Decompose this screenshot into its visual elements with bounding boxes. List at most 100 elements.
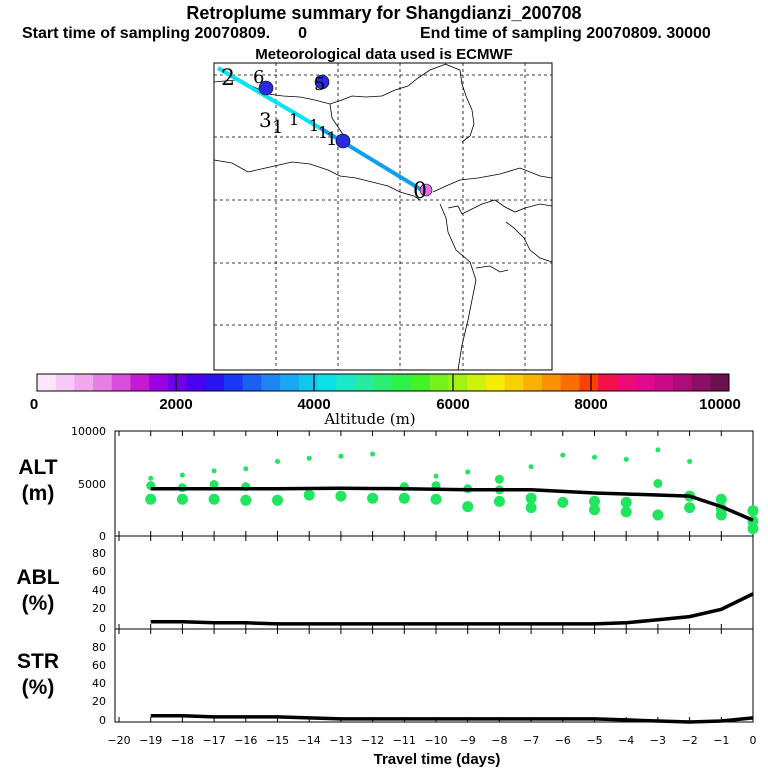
colorbar-cell bbox=[111, 374, 132, 391]
cluster-label: 2 bbox=[221, 66, 235, 91]
colorbar-cell bbox=[74, 374, 94, 391]
cluster-label: 1 bbox=[289, 110, 299, 129]
alt-cluster-point bbox=[493, 495, 505, 507]
alt-cluster-point bbox=[148, 475, 154, 481]
alt-cluster-point bbox=[367, 492, 379, 504]
x-tick-label: −7 bbox=[523, 734, 539, 747]
alt-cluster-point bbox=[687, 458, 693, 464]
colorbar-cell bbox=[373, 374, 393, 391]
colorbar-cell bbox=[205, 374, 225, 391]
str-ytick: 60 bbox=[92, 659, 106, 672]
colorbar-cell bbox=[429, 374, 449, 391]
alt-cluster-point bbox=[370, 451, 376, 457]
colorbar-cell bbox=[298, 374, 319, 391]
alt-cluster-point bbox=[494, 474, 504, 484]
x-tick-label: −15 bbox=[266, 734, 289, 747]
alt-cluster-point bbox=[430, 493, 442, 505]
colorbar-cell bbox=[448, 374, 468, 391]
x-tick-label: −12 bbox=[361, 734, 384, 747]
alt-cluster-point bbox=[592, 454, 597, 460]
cluster-label: 1 bbox=[272, 117, 283, 138]
colorbar-cell bbox=[672, 374, 693, 391]
map-panel: 2 6 5 3 1 1 1 1 1 0 bbox=[213, 62, 553, 371]
alt-cluster-point bbox=[433, 473, 439, 479]
x-tick-label: −13 bbox=[329, 734, 352, 747]
colorbar-cell bbox=[130, 374, 150, 391]
x-tick-label: −14 bbox=[298, 734, 321, 747]
alt-cluster-point bbox=[145, 493, 157, 505]
cluster-label: 0 bbox=[413, 179, 427, 204]
trajectory bbox=[216, 66, 433, 197]
cluster-label: 3 bbox=[259, 108, 272, 132]
x-tick-label: −3 bbox=[650, 734, 666, 747]
str-frame bbox=[114, 628, 754, 723]
cluster-marker bbox=[335, 133, 351, 149]
trajectory-segment-old bbox=[216, 66, 322, 130]
abl-ytick: 40 bbox=[92, 584, 106, 597]
str-label: STR bbox=[17, 650, 59, 673]
x-tick-label: −5 bbox=[586, 734, 602, 747]
colorbar-cell bbox=[280, 374, 300, 391]
colorbar-cell bbox=[354, 374, 375, 391]
x-tick-label: −11 bbox=[393, 734, 416, 747]
alt-cluster-point bbox=[306, 455, 312, 461]
x-tick-label: −10 bbox=[424, 734, 447, 747]
colorbar-cell bbox=[504, 374, 524, 391]
abl-ytick: 60 bbox=[92, 565, 106, 578]
colorbar-cell bbox=[242, 374, 262, 391]
alt-cluster-point bbox=[620, 496, 632, 508]
alt-cluster-point bbox=[655, 447, 661, 453]
abl-ytick: 20 bbox=[92, 602, 106, 615]
abl-ytick: 80 bbox=[92, 547, 106, 560]
x-tick-label: −20 bbox=[107, 734, 130, 747]
alt-cluster-point bbox=[176, 493, 188, 505]
colorbar-tick: 6000 bbox=[436, 396, 469, 413]
cluster-label: 5 bbox=[314, 74, 325, 95]
str-ytick: 20 bbox=[92, 695, 106, 708]
receptor-marker bbox=[419, 183, 433, 197]
alt-ytick: 10000 bbox=[71, 425, 106, 438]
x-tick-label: 0 bbox=[750, 734, 757, 747]
alt-cluster-point bbox=[398, 492, 410, 504]
alt-cluster-point bbox=[209, 480, 219, 490]
alt-cluster-point bbox=[747, 505, 759, 517]
colorbar-cell bbox=[93, 374, 113, 391]
str-ytick: 0 bbox=[99, 714, 106, 727]
colorbar: 0 2000 4000 6000 8000 10000 Altitude (m) bbox=[30, 373, 741, 428]
chart-title: Retroplume summary for Shangdianzi_20070… bbox=[186, 3, 582, 23]
str-line bbox=[150, 714, 754, 724]
x-tick-label: −9 bbox=[460, 734, 476, 747]
alt-ytick: 5000 bbox=[78, 478, 106, 491]
alt-cluster-point bbox=[560, 452, 566, 458]
cluster-label: 6 bbox=[253, 67, 264, 88]
colorbar-cell bbox=[560, 374, 580, 391]
colorbar-tick: 8000 bbox=[574, 396, 607, 413]
alt-cluster-point bbox=[462, 501, 474, 513]
alt-cluster-point bbox=[240, 494, 252, 506]
x-tick-label: −4 bbox=[618, 734, 634, 747]
alt-cluster-point bbox=[684, 502, 696, 514]
cluster-label: 1 bbox=[326, 129, 337, 150]
colorbar-tick: 0 bbox=[30, 396, 38, 413]
x-tick-label: −16 bbox=[234, 734, 257, 747]
colorbar-tick: 2000 bbox=[159, 396, 192, 413]
map-grid bbox=[214, 63, 552, 370]
cluster-label: 1 bbox=[309, 116, 319, 135]
str-ytick: 40 bbox=[92, 677, 106, 690]
colorbar-cell bbox=[37, 374, 57, 391]
alt-cluster-point bbox=[623, 456, 629, 462]
x-tick-label: −1 bbox=[713, 734, 729, 747]
alt-cluster-point bbox=[652, 509, 664, 521]
colorbar-cell bbox=[317, 374, 337, 391]
colorbar-cell bbox=[55, 374, 75, 391]
met-data-label: Meteorological data used is ECMWF bbox=[255, 46, 513, 63]
cluster-labels: 2 6 5 3 1 1 1 1 1 0 bbox=[221, 66, 427, 204]
alt-cluster-point bbox=[620, 506, 632, 518]
start-time-value: 0 bbox=[298, 25, 308, 42]
alt-cluster-point bbox=[589, 495, 600, 507]
str-unit: (%) bbox=[22, 676, 55, 699]
colorbar-cell bbox=[336, 374, 356, 391]
colorbar-cell bbox=[541, 374, 562, 391]
start-time-text: Start time of sampling 20070809. bbox=[22, 25, 271, 42]
end-time-label: End time of sampling 20070809. 30000 bbox=[420, 25, 711, 42]
